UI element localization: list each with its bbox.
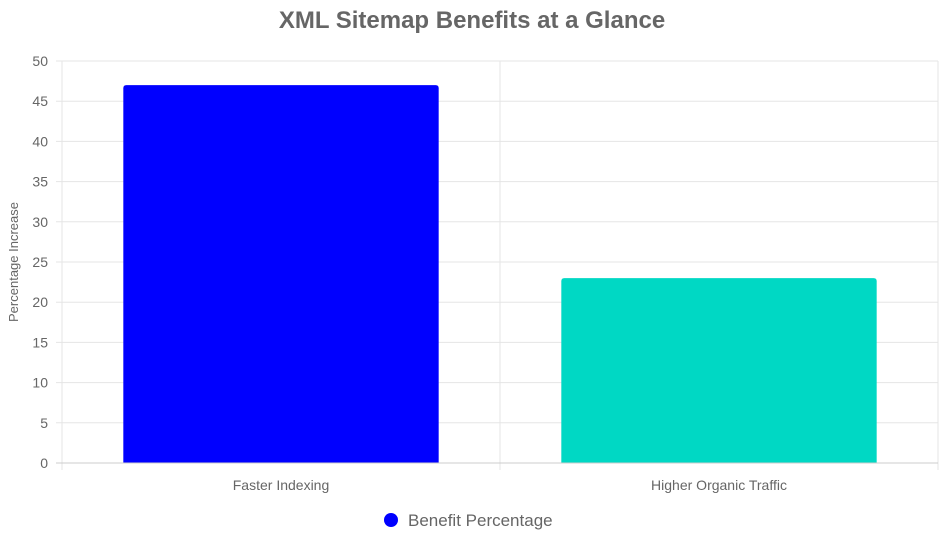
x-tick-label: Higher Organic Traffic [651, 477, 787, 493]
y-tick-label: 10 [32, 375, 48, 391]
legend[interactable]: Benefit Percentage [384, 511, 553, 530]
y-tick-label: 50 [32, 53, 48, 69]
y-axis-title: Percentage Increase [6, 202, 21, 322]
chart-title: XML Sitemap Benefits at a Glance [279, 7, 665, 34]
y-tick-label: 45 [32, 93, 48, 109]
x-tick-label: Faster Indexing [233, 477, 330, 493]
y-tick-label: 5 [40, 415, 48, 431]
y-tick-label: 0 [40, 455, 48, 471]
y-tick-label: 15 [32, 334, 48, 350]
bar-higher-organic-traffic[interactable] [561, 278, 877, 463]
y-tick-label: 40 [32, 133, 48, 149]
y-tick-label: 30 [32, 214, 48, 230]
y-tick-label: 20 [32, 294, 48, 310]
legend-marker [384, 513, 398, 527]
bar-faster-indexing[interactable] [123, 85, 439, 464]
bars [123, 85, 877, 464]
legend-label-benefit-percentage: Benefit Percentage [408, 511, 553, 530]
x-axis-ticks: Faster Indexing Higher Organic Traffic [233, 477, 787, 493]
y-axis-ticks: 0 5 10 15 20 25 30 35 40 45 50 [32, 53, 48, 471]
y-tick-label: 25 [32, 254, 48, 270]
y-tick-label: 35 [32, 174, 48, 190]
